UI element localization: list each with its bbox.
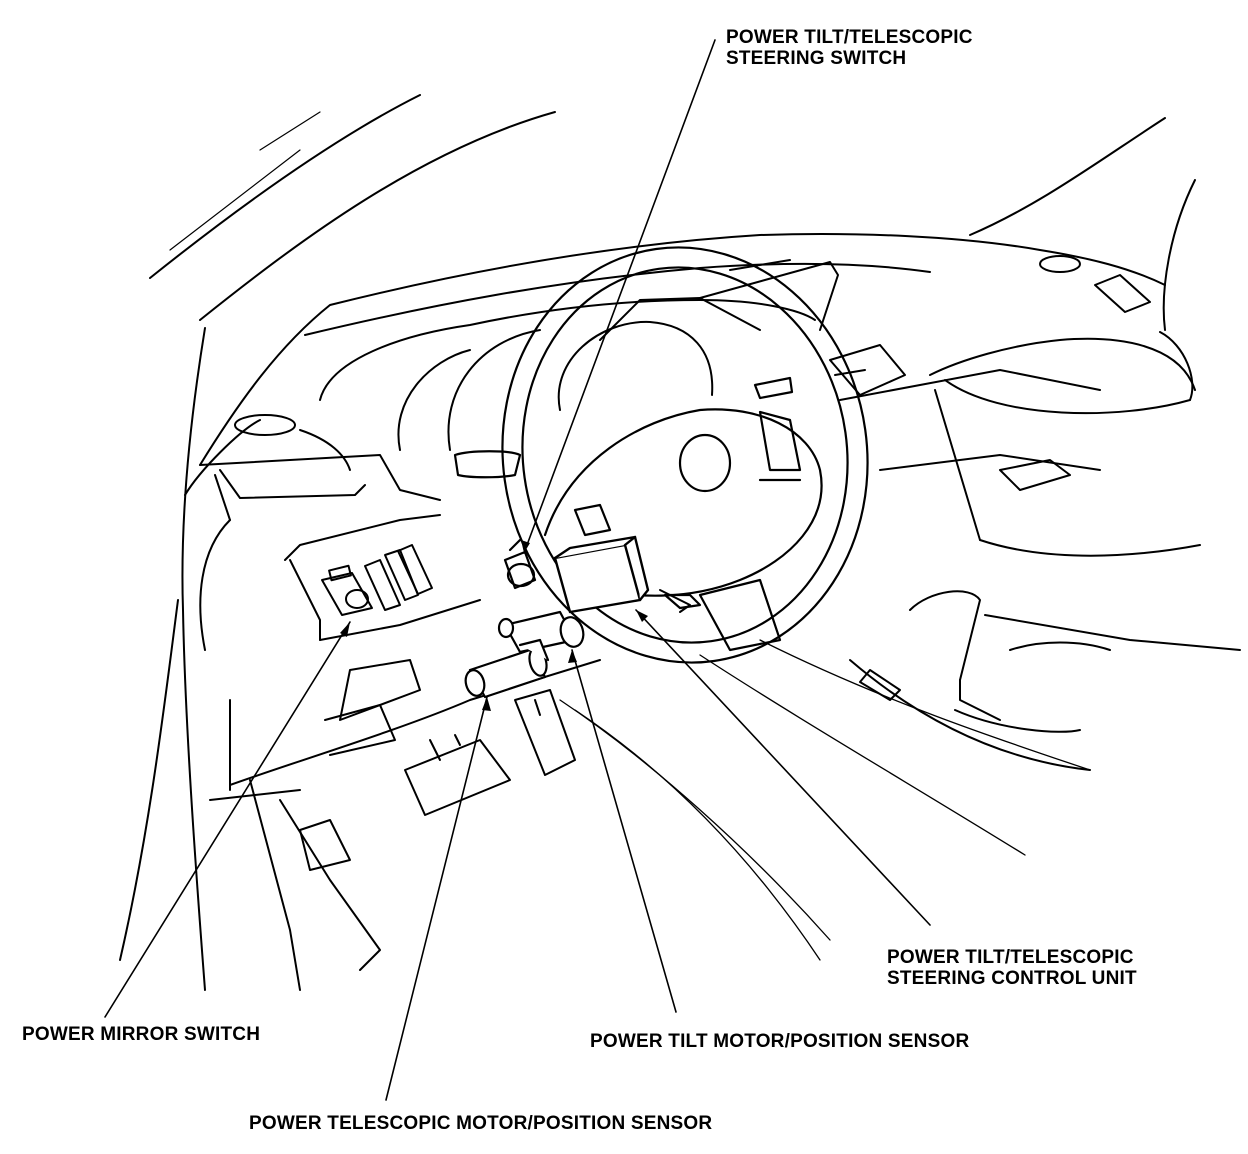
telescopic-motor [464,638,550,699]
tilt-telescopic-switch [503,538,537,590]
label-steering-control-unit-line1: POWER TILT/TELESCOPIC [887,947,1134,968]
arrowhead-tilt-motor [568,650,577,663]
leader-lines [104,39,931,1101]
label-power-telescopic-motor: POWER TELESCOPIC MOTOR/POSITION SENSOR [249,1113,713,1134]
arrowhead-control-unit [636,610,648,622]
leader-switch [523,39,716,554]
switch-panel [321,544,433,616]
label-steering-control-unit: POWER TILT/TELESCOPIC STEERING CONTROL U… [887,947,1137,989]
a-pillar [119,94,556,991]
lower-dash [249,659,576,991]
dashboard-top [199,117,1196,466]
arrowheads [340,540,648,711]
leader-telescopic-motor [385,696,488,1101]
left-dash-panel [199,454,601,801]
leader-tilt-motor [571,649,677,1013]
center-console [659,337,1241,771]
tilt-motor [497,610,585,654]
label-tilt-telescopic-switch-line2: STEERING SWITCH [726,48,907,69]
windshield-edge [169,111,321,251]
arrowhead-switch [521,540,530,553]
steering-control-unit [553,535,650,614]
arrowhead-mirror-switch [340,622,350,637]
label-power-mirror-switch: POWER MIRROR SWITCH [22,1024,261,1045]
floor-lines [559,639,1091,961]
leader-mirror-switch [104,621,351,1018]
label-steering-control-unit-line2: STEERING CONTROL UNIT [887,968,1137,989]
leader-control-unit [635,609,931,926]
instrument-cluster [234,259,839,471]
steering-wheel [453,246,869,664]
label-power-tilt-motor: POWER TILT MOTOR/POSITION SENSOR [590,1031,970,1052]
label-tilt-telescopic-switch: POWER TILT/TELESCOPIC STEERING SWITCH [726,27,973,69]
label-tilt-telescopic-switch-line1: POWER TILT/TELESCOPIC [726,27,973,48]
arrowhead-telescopic-motor [482,697,491,711]
